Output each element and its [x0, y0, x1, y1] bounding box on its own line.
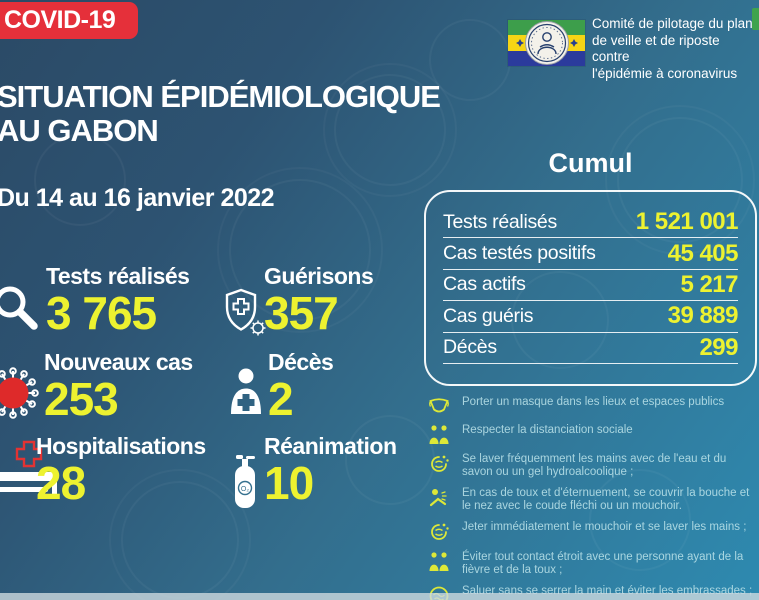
stat-recoveries: Guérisons 357 [264, 263, 374, 339]
cumulative-active-value: 5 217 [680, 270, 738, 298]
stat-icu: Réanimation 10 [264, 433, 397, 507]
avoid-close-contact-icon [429, 552, 449, 571]
cumulative-deaths-label: Décès [443, 336, 497, 359]
cumulative-title: Cumul [548, 148, 633, 178]
cumulative-active-label: Cas actifs [443, 273, 526, 296]
gabon-flag [508, 20, 585, 66]
sneeze-into-elbow-icon [429, 489, 447, 507]
flag-fragment [752, 8, 759, 30]
stat-new-cases-value: 253 [44, 373, 119, 425]
shield-cross-virus-icon [225, 288, 266, 336]
social-distancing-icon [429, 425, 449, 444]
stat-tests: Tests réalisés 3 765 [46, 263, 190, 339]
committee-line-1: Comité de pilotage du plan [592, 16, 753, 31]
stat-tests-value: 3 765 [46, 287, 157, 339]
guideline-hand-washing-text: Se laver fréquemment les mains avec de l… [462, 453, 727, 478]
page-title-line-2: AU GABON [0, 113, 159, 148]
guideline-avoid-contact: Éviter tout contact étroit avec une pers… [428, 551, 758, 577]
guideline-sneeze-text: En cas de toux et d'éternuement, se couv… [462, 487, 750, 512]
stat-hospitalizations-label: Hospitalisations [36, 433, 206, 459]
magnifier-icon [0, 286, 38, 330]
page-title-line-1: SITUATION ÉPIDÉMIOLOGIQUE [0, 79, 441, 114]
covid-19-badge: COVID-19 [0, 2, 138, 39]
stat-deaths-label: Décès [268, 349, 334, 375]
page-title: SITUATION ÉPIDÉMIOLOGIQUE AU GABON [0, 79, 441, 148]
flag-star-left-icon [516, 39, 524, 47]
flag-star-right-icon [570, 39, 578, 47]
covid-19-badge-label: COVID-19 [4, 6, 116, 34]
stat-tests-label: Tests réalisés [46, 263, 190, 289]
cumulative-positive-value: 45 405 [667, 239, 739, 267]
person-cross-icon [231, 368, 261, 414]
cumulative-row-tests: Tests réalisés 1 521 001 [443, 207, 739, 239]
cumulative-deaths-value: 299 [699, 333, 738, 361]
cumulative-row-active: Cas actifs 5 217 [443, 270, 738, 302]
guideline-distancing-text: Respecter la distanciation sociale [462, 424, 633, 436]
committee-name: Comité de pilotage du plan de veille et … [592, 16, 759, 82]
stat-deaths: Décès 2 [268, 349, 334, 425]
bottom-strip [0, 593, 759, 600]
virus-icon [0, 367, 39, 419]
cumulative-row-deaths: Décès 299 [443, 333, 738, 364]
mask-icon [429, 398, 449, 413]
hospital-bed-icon [0, 440, 57, 496]
guideline-tissue: Jeter immédiatement le mouchoir et se la… [428, 521, 758, 543]
cumulative-recovered-label: Cas guéris [443, 304, 534, 327]
guideline-tissue-text: Jeter immédiatement le mouchoir et se la… [462, 521, 747, 533]
stat-recoveries-value: 357 [264, 287, 339, 339]
stat-new-cases: Nouveaux cas 253 [44, 349, 193, 423]
cumulative-recovered-value: 39 889 [667, 302, 739, 330]
report-period: Du 14 au 16 janvier 2022 [0, 184, 275, 212]
guideline-avoid-contact-text: Éviter tout contact étroit avec une pers… [462, 551, 744, 576]
stat-new-cases-label: Nouveaux cas [44, 349, 193, 375]
guideline-hand-washing: Se laver fréquemment les mains avec de l… [428, 453, 758, 479]
cumulative-tests-label: Tests réalisés [443, 210, 557, 233]
stat-recoveries-label: Guérisons [264, 263, 374, 289]
guideline-distancing: Respecter la distanciation sociale [428, 424, 758, 445]
oxygen-tank-label: O₂ [241, 486, 249, 493]
stat-deaths-value: 2 [268, 373, 294, 425]
committee-line-2: de veille et de riposte contre [592, 32, 720, 65]
gabon-emblem-figure-icon [527, 23, 567, 63]
cumulative-tests-value: 1 521 001 [635, 208, 739, 236]
stat-icu-label: Réanimation [264, 433, 397, 459]
cumulative-row-recovered: Cas guéris 39 889 [443, 301, 739, 333]
stat-icu-value: 10 [264, 457, 314, 509]
oxygen-tank-icon: O₂ [235, 455, 255, 508]
guideline-mask: Porter un masque dans les lieux et espac… [428, 396, 758, 416]
guideline-mask-text: Porter un masque dans les lieux et espac… [462, 396, 725, 408]
hand-washing-icon [431, 455, 449, 472]
gabon-emblem [525, 21, 569, 65]
stat-hospitalizations-value: 28 [36, 457, 86, 509]
hand-washing-icon [431, 523, 449, 540]
cumulative-positive-label: Cas testés positifs [443, 242, 596, 265]
prevention-guidelines: Porter un masque dans les lieux et espac… [428, 396, 758, 600]
committee-line-3: l'épidémie à coronavirus [592, 65, 738, 81]
cumulative-panel: Tests réalisés 1 521 001 Cas testés posi… [424, 190, 757, 386]
cumulative-row-positive: Cas testés positifs 45 405 [443, 238, 739, 270]
stat-hospitalizations: Hospitalisations 28 [36, 433, 206, 507]
guideline-sneeze: En cas de toux et d'éternuement, se couv… [428, 487, 758, 513]
